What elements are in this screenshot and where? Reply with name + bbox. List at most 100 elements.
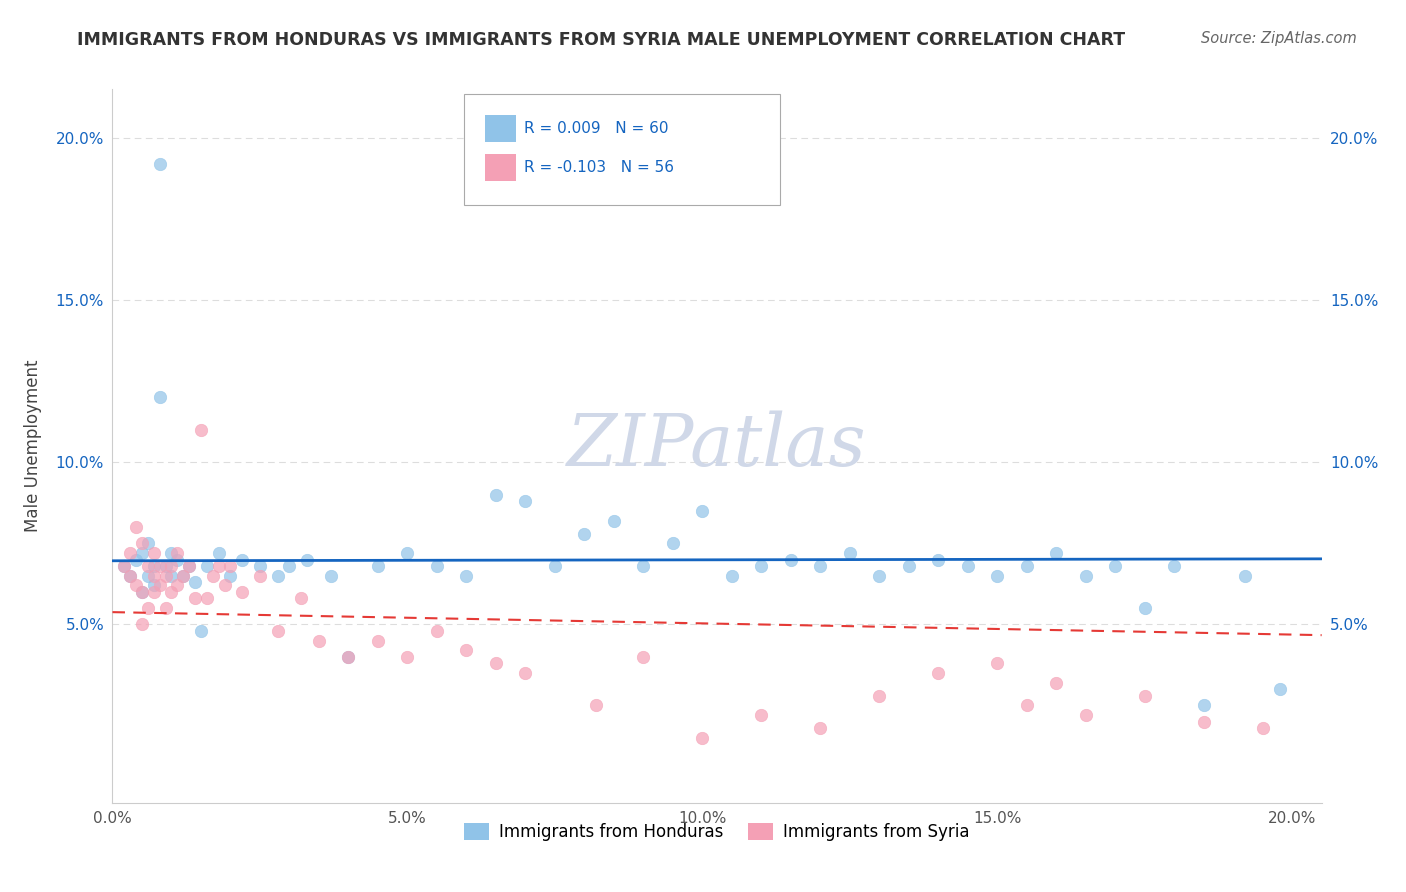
- Point: [1074, 568, 1097, 582]
- Point: [1192, 714, 1215, 729]
- Point: [308, 633, 330, 648]
- Text: R = 0.009   N = 60: R = 0.009 N = 60: [524, 121, 669, 136]
- Point: [367, 559, 389, 574]
- Text: ZIPatlas: ZIPatlas: [567, 410, 868, 482]
- Point: [208, 559, 231, 574]
- Point: [1251, 721, 1274, 735]
- Point: [142, 578, 165, 592]
- Point: [190, 423, 212, 437]
- Point: [396, 649, 419, 664]
- Point: [1270, 682, 1292, 697]
- Point: [231, 585, 253, 599]
- Point: [485, 488, 508, 502]
- Point: [749, 559, 772, 574]
- Point: [1233, 568, 1256, 582]
- Point: [160, 568, 183, 582]
- Point: [208, 546, 231, 560]
- Point: [426, 559, 449, 574]
- Point: [266, 568, 288, 582]
- Point: [1192, 698, 1215, 713]
- Point: [868, 568, 890, 582]
- Point: [125, 520, 148, 534]
- Point: [1045, 675, 1067, 690]
- Legend: Immigrants from Honduras, Immigrants from Syria: Immigrants from Honduras, Immigrants fro…: [457, 816, 977, 848]
- Point: [1133, 601, 1156, 615]
- Point: [166, 552, 188, 566]
- Point: [897, 559, 920, 574]
- Point: [166, 578, 188, 592]
- Point: [1133, 689, 1156, 703]
- Point: [155, 559, 177, 574]
- Point: [120, 568, 142, 582]
- Point: [986, 657, 1008, 671]
- Point: [136, 559, 159, 574]
- Point: [515, 494, 537, 508]
- Point: [426, 624, 449, 638]
- Point: [515, 666, 537, 681]
- Point: [201, 568, 224, 582]
- Point: [1163, 559, 1185, 574]
- Point: [131, 585, 153, 599]
- Point: [219, 559, 242, 574]
- Point: [131, 617, 153, 632]
- Point: [155, 568, 177, 582]
- Point: [585, 698, 607, 713]
- Point: [1104, 559, 1126, 574]
- Point: [149, 157, 172, 171]
- Point: [249, 559, 271, 574]
- Point: [367, 633, 389, 648]
- Point: [179, 559, 201, 574]
- Point: [456, 643, 478, 657]
- Point: [808, 559, 831, 574]
- Point: [214, 578, 236, 592]
- Point: [956, 559, 979, 574]
- Point: [927, 552, 949, 566]
- Point: [868, 689, 890, 703]
- Point: [172, 568, 194, 582]
- Point: [112, 559, 135, 574]
- Point: [633, 559, 655, 574]
- Point: [142, 559, 165, 574]
- Point: [603, 514, 626, 528]
- Point: [1074, 708, 1097, 723]
- Point: [160, 546, 183, 560]
- Point: [1045, 546, 1067, 560]
- Point: [184, 591, 207, 606]
- Point: [574, 526, 596, 541]
- Point: [278, 559, 301, 574]
- Point: [396, 546, 419, 560]
- Point: [692, 731, 714, 745]
- Point: [142, 546, 165, 560]
- Point: [136, 601, 159, 615]
- Point: [190, 624, 212, 638]
- Point: [160, 585, 183, 599]
- Point: [149, 559, 172, 574]
- Point: [249, 568, 271, 582]
- Point: [749, 708, 772, 723]
- Point: [779, 552, 801, 566]
- Point: [838, 546, 860, 560]
- Point: [125, 578, 148, 592]
- Point: [172, 568, 194, 582]
- Point: [195, 591, 218, 606]
- Y-axis label: Male Unemployment: Male Unemployment: [24, 359, 42, 533]
- Point: [927, 666, 949, 681]
- Point: [986, 568, 1008, 582]
- Point: [290, 591, 312, 606]
- Point: [295, 552, 318, 566]
- Point: [112, 559, 135, 574]
- Point: [692, 504, 714, 518]
- Point: [266, 624, 288, 638]
- Point: [149, 578, 172, 592]
- Point: [485, 657, 508, 671]
- Point: [544, 559, 567, 574]
- Point: [1015, 698, 1038, 713]
- Point: [131, 546, 153, 560]
- Point: [142, 585, 165, 599]
- Point: [720, 568, 742, 582]
- Point: [179, 559, 201, 574]
- Text: Source: ZipAtlas.com: Source: ZipAtlas.com: [1201, 31, 1357, 46]
- Point: [633, 649, 655, 664]
- Point: [149, 390, 172, 404]
- Point: [219, 568, 242, 582]
